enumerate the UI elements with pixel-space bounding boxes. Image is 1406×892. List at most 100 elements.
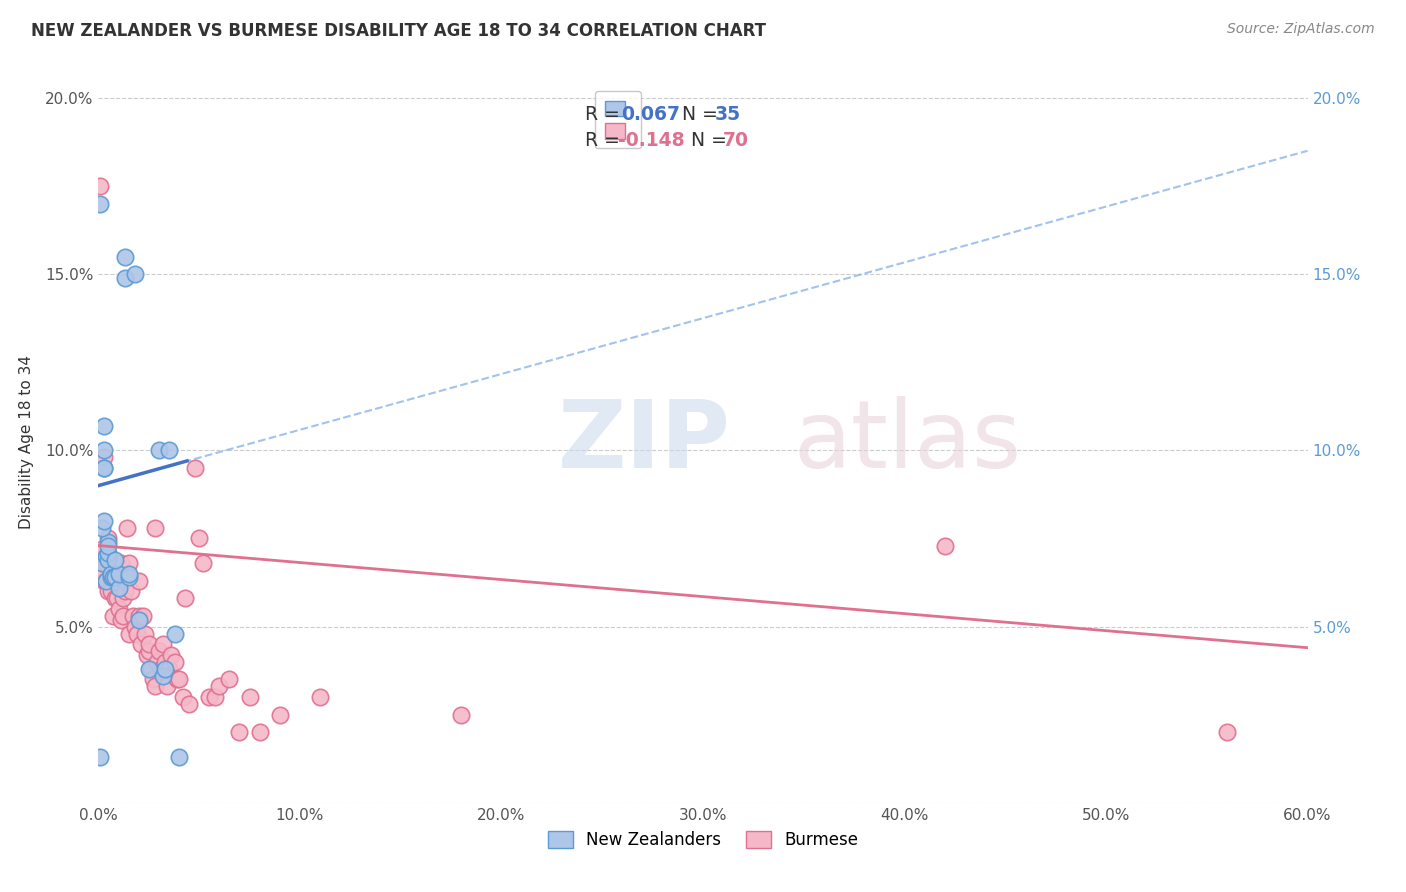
Text: Source: ZipAtlas.com: Source: ZipAtlas.com (1227, 22, 1375, 37)
Point (91, 542, 114, 557)
Point (91, 556, 114, 570)
Point (91, 521, 114, 535)
Point (167, 673, 190, 687)
Y-axis label: Disability Age 18 to 34: Disability Age 18 to 34 (20, 354, 34, 529)
Point (97, 552, 120, 566)
Point (124, 267, 146, 281)
Point (114, 270, 136, 285)
Point (934, 539, 956, 553)
Text: R =: R = (585, 104, 626, 124)
Text: atlas: atlas (793, 395, 1022, 488)
Point (125, 626, 148, 640)
Point (138, 637, 160, 651)
Point (110, 613, 132, 627)
Point (156, 680, 179, 694)
Point (208, 680, 231, 694)
Point (89, 750, 111, 764)
Point (450, 707, 472, 722)
Point (143, 680, 166, 694)
Point (172, 690, 194, 704)
Point (128, 613, 150, 627)
Text: N =: N = (664, 104, 724, 124)
Point (93, 450, 115, 465)
Point (111, 609, 134, 624)
Point (114, 584, 136, 599)
Point (167, 750, 190, 764)
Text: -0.148: -0.148 (619, 131, 685, 151)
Point (107, 602, 129, 616)
Point (166, 673, 188, 687)
Point (114, 250, 136, 264)
Point (103, 591, 125, 606)
Point (97, 535, 120, 549)
Point (249, 725, 271, 739)
Point (218, 673, 240, 687)
Point (138, 662, 160, 676)
Point (93, 514, 115, 528)
Point (138, 644, 160, 658)
Text: N =: N = (672, 131, 733, 151)
Point (97, 584, 120, 599)
Point (97, 539, 120, 553)
Text: NEW ZEALANDER VS BURMESE DISABILITY AGE 18 TO 34 CORRELATION CHART: NEW ZEALANDER VS BURMESE DISABILITY AGE … (31, 22, 766, 40)
Point (93, 566, 115, 581)
Point (239, 690, 262, 704)
Point (139, 662, 162, 676)
Point (148, 443, 170, 458)
Text: R =: R = (585, 131, 626, 151)
Point (96, 574, 118, 588)
Point (124, 619, 146, 633)
Point (142, 673, 165, 687)
Point (100, 584, 122, 599)
Point (105, 591, 128, 606)
Legend: New Zealanders, Burmese: New Zealanders, Burmese (541, 824, 865, 856)
Text: 35: 35 (716, 104, 741, 124)
Text: 0.067: 0.067 (621, 104, 679, 124)
Point (100, 566, 122, 581)
Point (120, 584, 142, 599)
Point (134, 626, 156, 640)
Point (96, 549, 118, 563)
Point (149, 662, 172, 676)
Point (193, 556, 215, 570)
Point (93, 443, 115, 458)
Point (97, 545, 120, 559)
Point (129, 637, 152, 651)
Point (188, 532, 211, 546)
Point (153, 655, 176, 669)
Point (100, 570, 122, 584)
Point (107, 581, 129, 595)
Point (107, 566, 129, 581)
Point (96, 574, 118, 588)
Point (204, 690, 226, 704)
Point (110, 556, 132, 570)
Point (135, 648, 157, 662)
Point (97, 532, 120, 546)
Point (128, 574, 150, 588)
Point (101, 570, 124, 584)
Point (146, 655, 169, 669)
Point (143, 521, 166, 535)
Point (163, 655, 186, 669)
Point (121, 609, 143, 624)
Point (103, 570, 125, 584)
Point (118, 556, 141, 570)
Text: ZIP: ZIP (558, 395, 731, 488)
Point (163, 626, 186, 640)
Point (111, 591, 134, 606)
Point (93, 461, 115, 475)
Point (93, 418, 115, 433)
Point (157, 662, 180, 676)
Point (100, 566, 122, 581)
Point (198, 690, 221, 704)
Point (1216, 725, 1239, 739)
Point (101, 609, 124, 624)
Point (160, 648, 183, 662)
Point (309, 690, 332, 704)
Point (157, 443, 180, 458)
Point (89, 196, 111, 211)
Point (103, 552, 125, 566)
Point (93, 461, 115, 475)
Point (93, 574, 115, 588)
Point (115, 521, 138, 535)
